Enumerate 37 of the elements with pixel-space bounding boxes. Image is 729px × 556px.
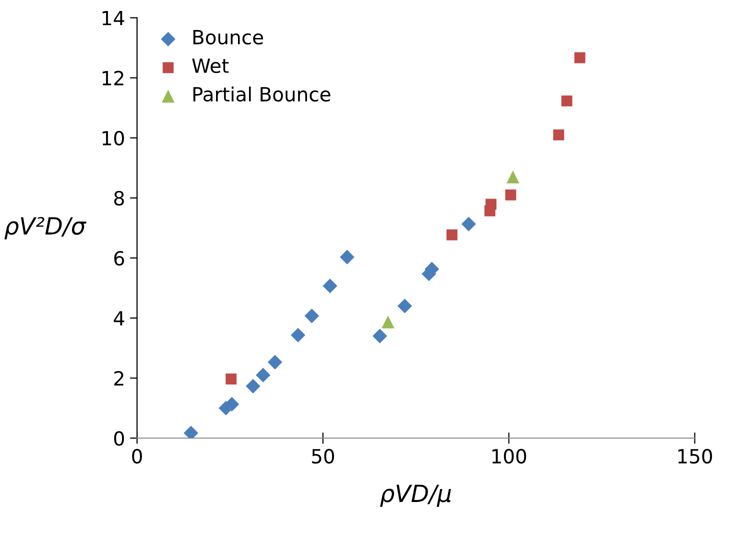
y-tick-label: 4 — [114, 311, 124, 326]
point — [226, 374, 237, 384]
point — [268, 354, 282, 370]
y-tick-label: 10 — [102, 130, 124, 146]
y-tick-label: 0 — [114, 431, 124, 446]
y-axis-title: ρV²D/σ — [4, 216, 86, 240]
point — [184, 426, 198, 438]
point — [304, 308, 320, 324]
y-tick-label: 14 — [102, 11, 124, 26]
point — [446, 229, 458, 240]
point — [256, 368, 270, 382]
x-tick-label: 150 — [678, 448, 712, 464]
point — [290, 328, 306, 342]
x-tick-label: 0 — [132, 448, 142, 464]
y-tick-label: 12 — [102, 70, 124, 86]
point — [505, 189, 516, 200]
point — [461, 216, 476, 232]
point — [322, 278, 338, 294]
point — [574, 52, 586, 64]
point — [340, 250, 354, 264]
y-tick-label: 8 — [114, 190, 124, 206]
point — [397, 298, 412, 314]
legend-label: Bounce — [193, 30, 263, 45]
point — [561, 95, 572, 106]
legend-label: Wet — [192, 58, 229, 74]
point — [372, 328, 388, 344]
x-tick-label: 50 — [312, 448, 334, 464]
y-tick-label: 2 — [114, 371, 124, 386]
point — [246, 378, 260, 394]
point — [553, 129, 564, 140]
legend-label: Partial Bounce — [193, 86, 330, 102]
point — [382, 316, 394, 328]
x-tick-label: 100 — [492, 448, 526, 464]
x-axis-title: ρVD/μ — [380, 484, 451, 507]
point — [484, 205, 496, 216]
point — [506, 170, 520, 184]
y-tick-label: 6 — [114, 250, 124, 266]
